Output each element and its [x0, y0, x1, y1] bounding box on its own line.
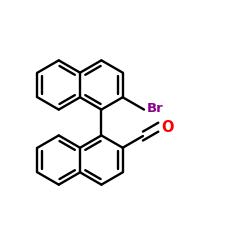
- Text: Br: Br: [147, 102, 164, 115]
- Text: O: O: [161, 120, 173, 135]
